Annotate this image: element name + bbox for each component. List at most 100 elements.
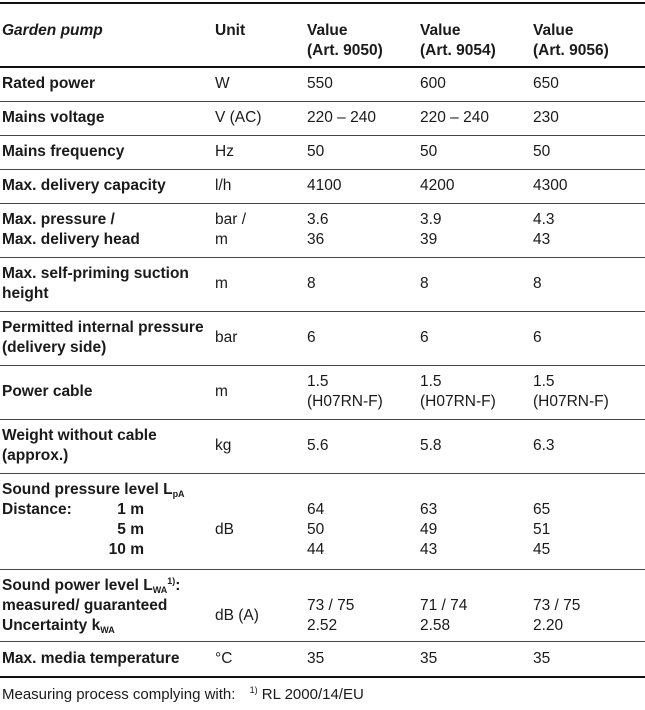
table-cell: 6 — [420, 329, 429, 346]
cell-line: (H07RN-F) — [420, 393, 496, 410]
value-column-header-9050: Value (Art. 9050) — [307, 21, 383, 61]
table-cell: 8 — [533, 275, 542, 292]
table-cell: 6 — [533, 329, 542, 346]
label-line: 10 m — [2, 540, 185, 560]
label-line: Sound pressure level LpA — [2, 480, 185, 500]
footnote-standard: RL 2000/14/EU — [261, 686, 364, 703]
table-cell: 35 — [533, 650, 551, 667]
footnote-mark: 1) — [249, 685, 258, 695]
label-text: Sound pressure level L — [2, 481, 173, 498]
label-line: Sound power level LWA1): — [2, 576, 180, 596]
row-unit: bar — [215, 329, 238, 346]
label-line: Permitted internal pressure — [2, 319, 204, 336]
table-cell: 550 — [307, 75, 333, 92]
table-cell: 35 — [307, 650, 325, 667]
row-unit: V (AC) — [215, 109, 262, 126]
value-label: Value — [307, 22, 348, 39]
row-divider — [0, 169, 645, 170]
table-cell: 4200 — [420, 177, 455, 194]
label-line: Weight without cable — [2, 427, 157, 444]
table-cell: 35 — [420, 650, 438, 667]
unit-line: m — [215, 231, 228, 248]
row-divider — [0, 203, 645, 204]
table-cell: 65 51 45 — [533, 500, 550, 560]
cell-line: 3.6 — [307, 211, 329, 228]
cell-line: 1.5 — [307, 373, 329, 390]
label-subscript: WA — [152, 585, 168, 595]
row-label-power-cable: Power cable — [2, 383, 93, 400]
row-divider — [0, 569, 645, 570]
table-cell: 650 — [533, 75, 559, 92]
value-column-header-9056: Value (Art. 9056) — [533, 21, 609, 61]
cell-line: 51 — [533, 521, 551, 538]
table-cell: 4.3 43 — [533, 210, 555, 250]
cell-line: 71 / 74 — [420, 597, 468, 614]
label-line: (delivery side) — [2, 339, 107, 356]
row-label-media-temperature: Max. media temperature — [2, 650, 180, 667]
row-unit: dB — [215, 521, 234, 538]
cell-line: (H07RN-F) — [533, 393, 609, 410]
row-label-mains-frequency: Mains frequency — [2, 143, 125, 160]
table-cell: 73 / 75 2.52 — [307, 596, 354, 636]
row-unit: bar / m — [215, 210, 246, 250]
cell-line: 1.5 — [420, 373, 442, 390]
table-cell: 50 — [420, 143, 438, 160]
article-label: (Art. 9056) — [533, 42, 609, 59]
cell-line: 2.58 — [420, 617, 451, 634]
distance-value: 1 m — [117, 501, 144, 518]
row-divider — [0, 135, 645, 136]
label-line: Uncertainty kWA — [2, 616, 180, 636]
cell-line: 2.52 — [307, 617, 338, 634]
cell-line: 4.3 — [533, 211, 555, 228]
table-cell: 1.5 (H07RN-F) — [307, 372, 383, 412]
row-divider — [0, 311, 645, 312]
cell-line: 73 / 75 — [307, 597, 355, 614]
footnote-text: Measuring process complying with: — [2, 686, 236, 703]
label-text: Uncertainty k — [2, 617, 101, 634]
row-divider — [0, 473, 645, 474]
footnote-mark: 1) — [167, 576, 176, 586]
table-cell: 50 — [307, 143, 325, 160]
row-unit: W — [215, 75, 230, 92]
table-cell: 50 — [533, 143, 551, 160]
label-line: 5 m — [2, 520, 185, 540]
distance-label: Distance: — [2, 501, 72, 518]
cell-line: 50 — [307, 521, 325, 538]
table-cell: 220 – 240 — [307, 109, 376, 126]
cell-line: 44 — [307, 541, 325, 558]
cell-line: 64 — [307, 501, 325, 518]
label-line: Max. pressure / — [2, 211, 115, 228]
footnote: Measuring process complying with: 1) RL … — [2, 685, 364, 705]
cell-line: 1.5 — [533, 373, 555, 390]
table-cell: 3.9 39 — [420, 210, 442, 250]
row-label-delivery-capacity: Max. delivery capacity — [2, 177, 166, 194]
cell-line: 73 / 75 — [533, 597, 581, 614]
row-label-weight: Weight without cable (approx.) — [2, 426, 157, 466]
label-subscript: WA — [100, 625, 115, 635]
row-label-rated-power: Rated power — [2, 75, 96, 92]
table-cell: 4100 — [307, 177, 342, 194]
label-text: Sound power level L — [2, 577, 153, 594]
row-divider — [0, 257, 645, 258]
row-divider — [0, 101, 645, 102]
cell-line: 39 — [420, 231, 438, 248]
label-text: : — [175, 577, 181, 594]
cell-line: 3.9 — [420, 211, 442, 228]
table-title: Garden pump — [2, 22, 103, 39]
label-line: height — [2, 285, 49, 302]
unit-line: bar / — [215, 211, 247, 228]
row-unit: m — [215, 275, 228, 292]
row-divider — [0, 419, 645, 420]
row-unit: m — [215, 383, 228, 400]
unit-column-header: Unit — [215, 22, 246, 39]
table-cell: 8 — [307, 275, 316, 292]
table-cell: 5.8 — [420, 437, 442, 454]
article-label: (Art. 9050) — [307, 42, 383, 59]
label-line: Max. delivery head — [2, 231, 140, 248]
table-cell: 71 / 74 2.58 — [420, 596, 467, 636]
cell-line: 2.20 — [533, 617, 564, 634]
row-label-pressure: Max. pressure / Max. delivery head — [2, 210, 140, 250]
table-cell: 5.6 — [307, 437, 329, 454]
table-cell: 4300 — [533, 177, 568, 194]
row-label-internal-pressure: Permitted internal pressure (delivery si… — [2, 318, 204, 358]
